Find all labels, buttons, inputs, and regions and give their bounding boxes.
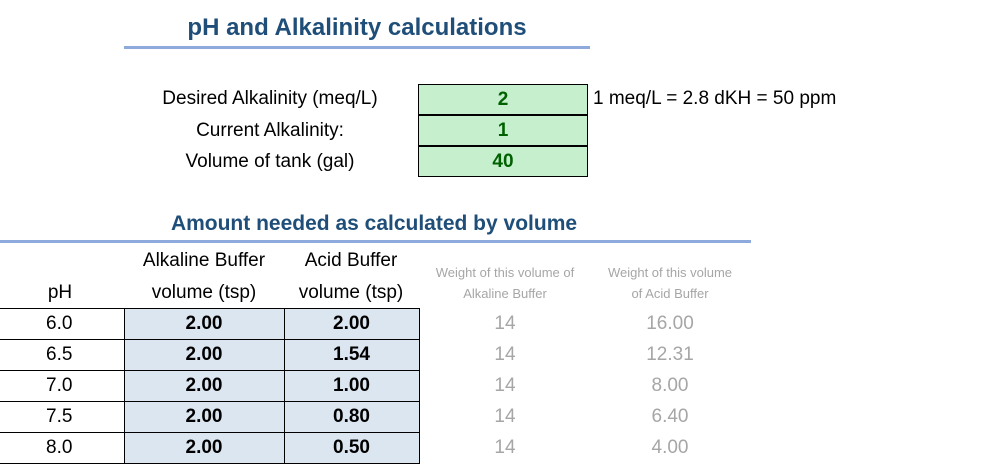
column-divider [284,308,285,463]
row-divider [0,432,420,433]
cell-ph: 7.5 [46,406,73,427]
cell-acid-volume[interactable]: 2.00 [284,308,419,339]
cell-ph: 7.0 [46,375,73,396]
header-weight-acid-line2: of Acid Buffer [631,286,709,301]
section-subtitle: Amount needed as calculated by volume [170,212,578,235]
cell-acid-volume[interactable]: 1.00 [284,370,419,401]
cell-alkaline-volume[interactable]: 2.00 [124,432,284,463]
cell-acid-volume[interactable]: 0.50 [284,432,419,463]
tank-volume-label: Volume of tank (gal) [185,151,355,172]
cell-alkaline-weight: 14 [494,344,516,365]
conversion-note: 1 meq/L = 2.8 dKH = 50 ppm [593,88,837,109]
column-divider [419,308,420,463]
desired-alkalinity-input[interactable]: 2 [418,84,588,115]
row-divider [0,339,420,340]
cell-acid-volume[interactable]: 1.54 [284,339,419,370]
cell-alkaline-volume[interactable]: 2.00 [124,308,284,339]
row-divider [0,308,420,309]
cell-alkaline-weight: 14 [494,406,516,427]
row-divider [0,370,420,371]
subtitle-underline [0,240,751,243]
header-weight-acid-line1: Weight of this volume [607,265,733,280]
cell-alkaline-weight: 14 [494,313,516,334]
column-divider [124,308,125,463]
header-acid-line1: Acid Buffer [304,250,398,271]
row-divider [0,401,420,402]
tank-volume-input[interactable]: 40 [418,146,588,177]
header-alkaline-line2: volume (tsp) [151,282,257,303]
cell-alkaline-volume[interactable]: 2.00 [124,339,284,370]
cell-acid-weight: 6.40 [651,406,689,427]
current-alkalinity-label: Current Alkalinity: [196,120,344,141]
cell-acid-weight: 8.00 [651,375,689,396]
cell-alkaline-volume[interactable]: 2.00 [124,370,284,401]
header-ph: pH [47,282,73,303]
title-underline [124,46,590,49]
header-weight-alkaline-line2: Alkaline Buffer [463,286,547,301]
cell-acid-weight: 12.31 [646,344,694,365]
cell-alkaline-weight: 14 [494,437,516,458]
desired-alkalinity-label: Desired Alkalinity (meq/L) [162,88,378,109]
cell-acid-weight: 4.00 [651,437,689,458]
cell-ph: 8.0 [46,437,73,458]
cell-alkaline-weight: 14 [494,375,516,396]
cell-ph: 6.5 [46,344,73,365]
row-divider [0,463,420,464]
header-weight-alkaline-line1: Weight of this volume of [435,265,575,280]
current-alkalinity-input[interactable]: 1 [418,115,588,146]
cell-acid-weight: 16.00 [646,313,694,334]
page-title: pH and Alkalinity calculations [187,14,527,41]
cell-alkaline-volume[interactable]: 2.00 [124,401,284,432]
header-alkaline-line1: Alkaline Buffer [142,250,266,271]
header-acid-line2: volume (tsp) [298,282,404,303]
cell-ph: 6.0 [46,313,73,334]
cell-acid-volume[interactable]: 0.80 [284,401,419,432]
